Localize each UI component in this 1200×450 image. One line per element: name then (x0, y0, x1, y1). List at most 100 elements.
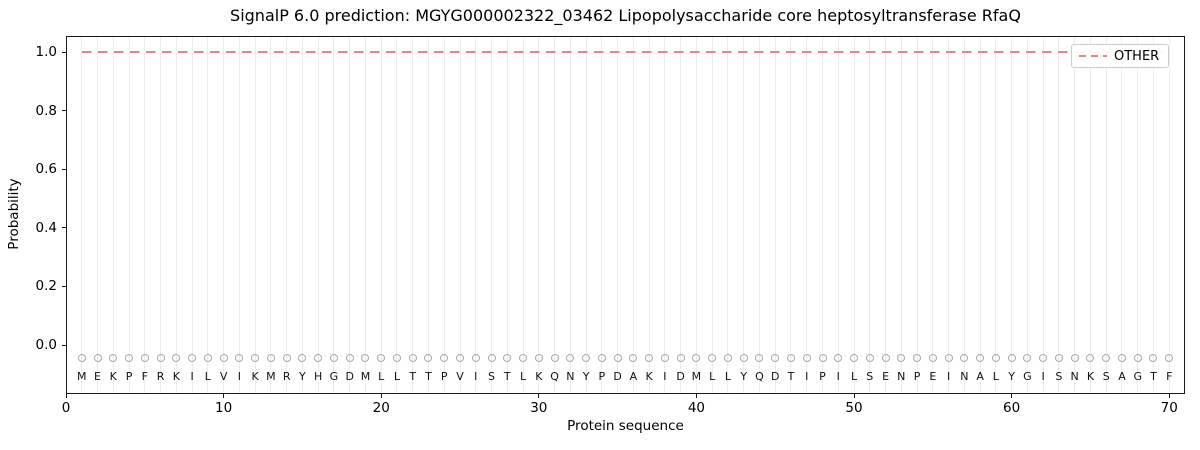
residue-marker-circle (629, 354, 638, 363)
residue-marker-circle (550, 354, 559, 363)
residue-marker-circle (1133, 354, 1142, 363)
chart-gridline (175, 36, 177, 394)
chart-gridline (207, 36, 209, 394)
chart-gridline (443, 36, 445, 394)
chart-gridline (317, 36, 319, 394)
residue-letter: Y (1008, 369, 1015, 383)
chart-gridline (538, 36, 540, 394)
x-tick-label: 0 (61, 400, 71, 416)
chart-gridline (695, 36, 697, 394)
residue-marker-circle (172, 354, 181, 363)
residue-letter: P (598, 369, 606, 383)
chart-gridline (664, 36, 666, 394)
x-tick-label: 20 (372, 400, 390, 416)
chart-gridline (491, 36, 493, 394)
chart-gridline (1058, 36, 1060, 394)
residue-letter: D (613, 369, 622, 383)
chart-gridline (790, 36, 792, 394)
residue-letter: N (566, 369, 575, 383)
chart-gridline (774, 36, 776, 394)
x-tick (1168, 394, 1170, 398)
residue-letter: M (691, 369, 702, 383)
residue-letter: D (770, 369, 780, 383)
residue-marker-circle (503, 354, 512, 363)
chart-gridline (853, 36, 855, 394)
y-tick-label: 0.2 (35, 278, 57, 295)
chart-gridline (160, 36, 162, 394)
y-tick (62, 227, 66, 229)
residue-letter: G (1133, 369, 1142, 383)
chart-gridline (349, 36, 351, 394)
chart-gridline (601, 36, 603, 394)
dashed-line-legend-swatch (1079, 55, 1107, 57)
residue-letter: L (393, 369, 401, 383)
residue-letter: K (172, 369, 180, 383)
residue-marker-circle (1149, 354, 1158, 363)
legend: OTHER (1071, 44, 1170, 68)
residue-marker-circle (298, 354, 307, 363)
chart-gridline (869, 36, 871, 394)
residue-letter: E (94, 369, 101, 383)
residue-letter: I (805, 369, 809, 383)
residue-letter: Y (299, 369, 306, 383)
chart-gridline (522, 36, 524, 394)
x-tick (65, 394, 67, 398)
chart-gridline (1105, 36, 1107, 394)
x-tick (380, 394, 382, 398)
chart-gridline (112, 36, 114, 394)
residue-marker-circle (424, 354, 433, 363)
residue-letter: L (519, 369, 527, 383)
residue-marker-circle (314, 354, 323, 363)
residue-letter: H (314, 369, 323, 383)
chart-gridline (948, 36, 950, 394)
residue-letter: S (866, 369, 874, 383)
chart-gridline (81, 36, 83, 394)
residue-letter: G (329, 369, 339, 383)
chart-gridline (727, 36, 729, 394)
chart-gridline (427, 36, 429, 394)
chart-gridline (617, 36, 619, 394)
chart-gridline (475, 36, 477, 394)
y-tick-label: 0.6 (35, 161, 57, 178)
residue-letter: S (1102, 369, 1110, 383)
residue-marker-circle (850, 354, 859, 363)
residue-letter: I (946, 369, 951, 383)
residue-marker-circle (566, 354, 575, 363)
residue-marker-circle (77, 354, 86, 363)
residue-letter: T (787, 369, 795, 383)
residue-marker-circle (1054, 354, 1063, 363)
x-tick-label: 50 (845, 400, 863, 416)
chart-gridline (585, 36, 587, 394)
residue-marker-circle (913, 354, 922, 363)
residue-letter: F (1166, 369, 1173, 383)
residue-marker-circle (755, 354, 764, 363)
y-tick-label: 0.8 (35, 102, 57, 119)
residue-letter: S (488, 369, 496, 383)
residue-letter: Q (550, 369, 559, 383)
chart-gridline (364, 36, 366, 394)
chart-gridline (963, 36, 965, 394)
chart-gridline (743, 36, 745, 394)
residue-marker-circle (582, 354, 591, 363)
residue-letter: I (1041, 369, 1045, 383)
y-tick-label: 1.0 (35, 44, 57, 61)
chart-gridline (916, 36, 918, 394)
residue-letter: E (929, 369, 937, 383)
residue-marker-circle (960, 354, 969, 363)
x-tick (853, 394, 855, 398)
chart-gridline (680, 36, 682, 394)
x-tick-label: 30 (530, 400, 548, 416)
residue-letter: K (535, 369, 543, 383)
x-tick (695, 394, 697, 398)
residue-letter: K (1086, 369, 1095, 383)
y-tick-label: 0.4 (35, 219, 57, 236)
residue-letter: K (251, 369, 259, 383)
residue-letter: Q (755, 369, 764, 383)
residue-marker-circle (471, 354, 480, 363)
x-axis-label: Protein sequence (567, 418, 684, 434)
residue-marker-circle (156, 354, 165, 363)
chart-gridline (459, 36, 461, 394)
residue-letter: K (109, 369, 117, 383)
residue-marker-circle (534, 354, 543, 363)
residue-letter: R (282, 369, 291, 383)
